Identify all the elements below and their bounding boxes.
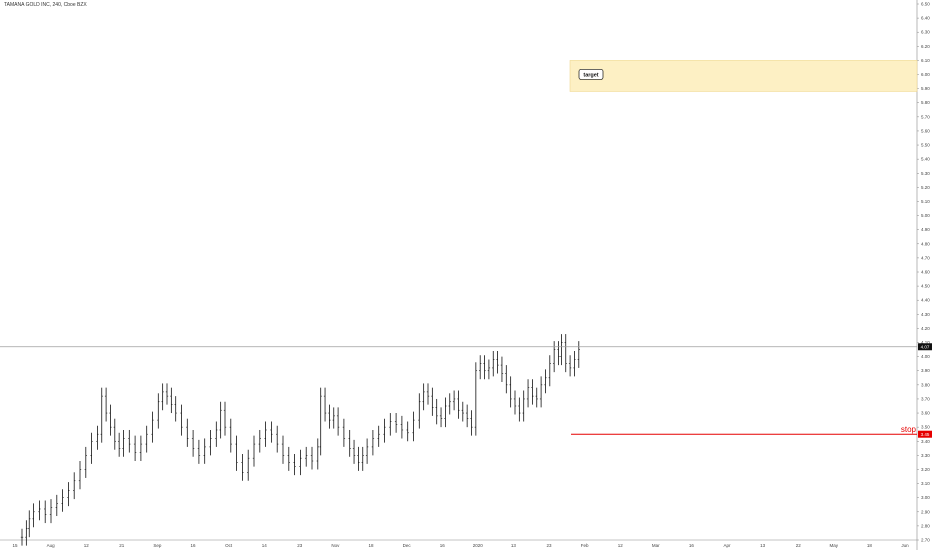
y-tick-label: 2.70: [921, 538, 930, 543]
x-tick-label: Aug: [47, 543, 56, 548]
x-tick-label: May: [830, 543, 839, 548]
y-tick-label: 3.90: [921, 368, 930, 373]
x-tick-label: Feb: [581, 543, 589, 548]
y-tick-label: 3.00: [921, 495, 930, 500]
y-tick-label: 4.50: [921, 284, 930, 289]
target-zone[interactable]: target: [569, 60, 918, 92]
y-tick-label: 3.20: [921, 467, 930, 472]
y-tick-label: 5.70: [921, 114, 930, 119]
y-tick-label: 6.30: [921, 30, 930, 35]
stop-price-tag: [918, 430, 932, 438]
x-tick-label: 23: [546, 543, 552, 548]
stop-line[interactable]: stop 3.45: [571, 425, 932, 438]
x-tick-label: 14: [262, 543, 268, 548]
x-tick-label: 16: [440, 543, 446, 548]
y-tick-label: 2.80: [921, 523, 930, 528]
y-tick-label: 4.60: [921, 270, 930, 275]
y-tick-label: 3.60: [921, 411, 930, 416]
y-tick-label: 4.00: [921, 354, 930, 359]
y-tick-label: 5.90: [921, 86, 930, 91]
y-tick-label: 5.80: [921, 100, 930, 105]
last-price-line: 4.07: [0, 343, 932, 351]
last-price-tag: [918, 343, 932, 351]
y-tick-label: 4.30: [921, 312, 930, 317]
y-tick-label: 5.00: [921, 213, 930, 218]
x-tick-label: Dec: [403, 543, 412, 548]
y-tick-label: 3.30: [921, 453, 930, 458]
x-tick-label: 16: [190, 543, 196, 548]
last-price-value: 4.07: [921, 344, 930, 349]
y-tick-label: 5.20: [921, 185, 930, 190]
y-tick-label: 5.30: [921, 171, 930, 176]
x-tick-label: 21: [119, 543, 125, 548]
y-tick-label: 4.10: [921, 340, 930, 345]
y-tick-label: 5.40: [921, 157, 930, 162]
y-tick-label: 4.40: [921, 298, 930, 303]
target-label: target: [583, 72, 598, 78]
target-rect[interactable]: [569, 60, 918, 92]
y-tick-label: 4.80: [921, 241, 930, 246]
y-tick-label: 3.40: [921, 439, 930, 444]
x-tick-label: 18: [867, 543, 873, 548]
stop-label: stop: [901, 425, 917, 434]
y-tick-label: 4.70: [921, 255, 930, 260]
y-tick-label: 6.50: [921, 2, 930, 7]
y-tick-label: 5.60: [921, 128, 930, 133]
y-tick-label: 3.70: [921, 396, 930, 401]
y-tick-label: 2.90: [921, 509, 930, 514]
y-tick-label: 4.90: [921, 227, 930, 232]
y-tick-label: 6.00: [921, 72, 930, 77]
x-tick-label: 2020: [473, 543, 484, 548]
y-tick-label: 5.50: [921, 143, 930, 148]
price-bars: [20, 334, 580, 546]
y-tick-label: 6.10: [921, 58, 930, 63]
y-tick-label: 3.80: [921, 382, 930, 387]
x-tick-label: Mar: [652, 543, 660, 548]
x-tick-label: 18: [368, 543, 374, 548]
x-axis: 15 Aug 12 21 Sep 16 Oct 14 23 Nov 18 Dec 16 2020 13 23 F…: [0, 539, 917, 548]
chart-title: TAMANA GOLD INC, 240, Cboe BZX: [4, 2, 87, 8]
y-tick-label: 5.10: [921, 199, 930, 204]
y-axis: 6.50 6.40 6.30 6.20 6.10 6.00 5.90 5.80 5.70 5.60…: [916, 0, 930, 550]
y-tick-label: 3.10: [921, 481, 930, 486]
y-tick-label: 4.20: [921, 326, 930, 331]
x-tick-label: 12: [84, 543, 90, 548]
x-tick-label: 12: [618, 543, 624, 548]
x-tick-label: 13: [760, 543, 766, 548]
x-tick-label: 23: [297, 543, 303, 548]
y-tick-label: 6.20: [921, 44, 930, 49]
stop-price-value: 3.45: [921, 432, 930, 437]
x-tick-label: 13: [511, 543, 517, 548]
y-tick-label: 3.50: [921, 425, 930, 430]
x-tick-label: Nov: [331, 543, 340, 548]
x-tick-label: 16: [689, 543, 695, 548]
x-tick-label: 15: [12, 543, 18, 548]
x-tick-label: Jun: [901, 543, 909, 548]
x-tick-label: Apr: [723, 543, 731, 548]
x-tick-label: Oct: [225, 543, 233, 548]
y-tick-label: 6.40: [921, 16, 930, 21]
x-tick-label: 22: [796, 543, 802, 548]
x-tick-label: Sep: [153, 543, 162, 548]
target-label-box: [578, 69, 604, 80]
